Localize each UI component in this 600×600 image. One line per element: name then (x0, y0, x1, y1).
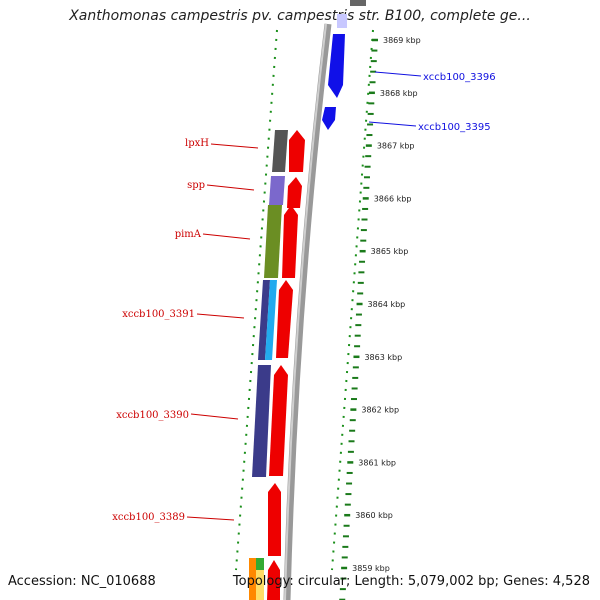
label-xccb100-3389[interactable]: xccb100_3389 (112, 512, 185, 523)
label-pimA[interactable]: pimA (175, 229, 202, 240)
map-footer: Accession: NC_010688 Topology: circular;… (0, 570, 600, 600)
gene-lpxH-cds[interactable] (289, 130, 305, 172)
gene-xccb100-3395[interactable] (322, 107, 336, 130)
scale-label: 3864 kbp (368, 300, 406, 309)
gene-xccb100-3391-cds[interactable] (276, 280, 293, 358)
gene-pimA-cds[interactable] (282, 205, 298, 278)
gene-xccb100-3391-function-a[interactable] (258, 280, 270, 360)
scale-label: 3863 kbp (364, 353, 402, 362)
label-lpxH[interactable]: lpxH (185, 138, 209, 149)
gene-bottom-function-c[interactable] (256, 570, 264, 600)
gene-spp-function[interactable] (269, 176, 285, 205)
label-spp[interactable]: spp (187, 180, 205, 191)
gc-guide-right (331, 29, 374, 571)
gene-xccb100-3396-top[interactable] (337, 14, 347, 28)
scale-label: 3865 kbp (371, 247, 409, 256)
gene-bottom-cds[interactable] (267, 560, 280, 600)
gene-xccb100-3391-function-b[interactable] (265, 280, 277, 360)
gene-xccb100-3390-cds[interactable] (269, 365, 288, 476)
label-xccb100-3390[interactable]: xccb100_3390 (116, 410, 189, 421)
gene-feature-top (350, 0, 366, 6)
scale-label: 3867 kbp (377, 142, 415, 151)
scale-ruler: 3869 kbp 3868 kbp 3867 kbp 3866 kbp 3865 kbp… (339, 36, 421, 600)
backbone-arc (283, 23, 332, 600)
scale-label: 3859 kbp (352, 564, 390, 573)
gene-bottom-function-b[interactable] (256, 558, 264, 570)
topology-text: Topology: circular; Length: 5,079,002 bp… (232, 574, 590, 589)
gene-xccb100-3389-cds[interactable] (268, 483, 281, 556)
gene-pimA-function[interactable] (264, 205, 282, 278)
gene-xccb100-3390-function[interactable] (252, 365, 271, 477)
label-xccb100-3395[interactable]: xccb100_3395 (418, 122, 491, 133)
scale-label: 3868 kbp (380, 89, 418, 98)
scale-label: 3860 kbp (355, 511, 393, 520)
gene-bottom-function-a[interactable] (249, 558, 256, 600)
accession-text: Accession: NC_010688 (8, 574, 156, 589)
scale-label: 3866 kbp (374, 194, 412, 203)
scale-label: 3861 kbp (358, 458, 396, 467)
gene-spp-cds[interactable] (287, 177, 302, 208)
label-xccb100-3391[interactable]: xccb100_3391 (122, 309, 195, 320)
map-title: Xanthomonas campestris pv. campestris st… (69, 8, 531, 24)
gc-guide-left (235, 29, 278, 571)
label-xccb100-3396[interactable]: xccb100_3396 (423, 72, 496, 83)
scale-label: 3869 kbp (383, 36, 421, 45)
scale-label: 3862 kbp (361, 406, 399, 415)
gene-lpxH-function[interactable] (272, 130, 288, 172)
gene-xccb100-3396[interactable] (328, 34, 345, 98)
